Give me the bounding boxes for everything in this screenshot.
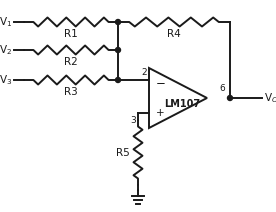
Text: R1: R1 xyxy=(64,29,78,39)
Text: V$_{OUT}$: V$_{OUT}$ xyxy=(264,91,276,105)
Circle shape xyxy=(227,95,232,100)
Circle shape xyxy=(115,47,121,53)
Text: 3: 3 xyxy=(130,116,136,125)
Text: +: + xyxy=(156,108,164,118)
Text: V$_2$: V$_2$ xyxy=(0,43,12,57)
Text: −: − xyxy=(156,77,166,89)
Text: 6: 6 xyxy=(219,84,225,93)
Text: V$_3$: V$_3$ xyxy=(0,73,12,87)
Text: 2: 2 xyxy=(141,68,147,77)
Text: V$_1$: V$_1$ xyxy=(0,15,12,29)
Text: R4: R4 xyxy=(167,29,181,39)
Text: R2: R2 xyxy=(64,57,78,67)
Text: R3: R3 xyxy=(64,87,78,97)
Text: R5: R5 xyxy=(116,148,130,158)
Circle shape xyxy=(115,78,121,82)
Circle shape xyxy=(115,20,121,25)
Text: LM107: LM107 xyxy=(164,99,200,109)
